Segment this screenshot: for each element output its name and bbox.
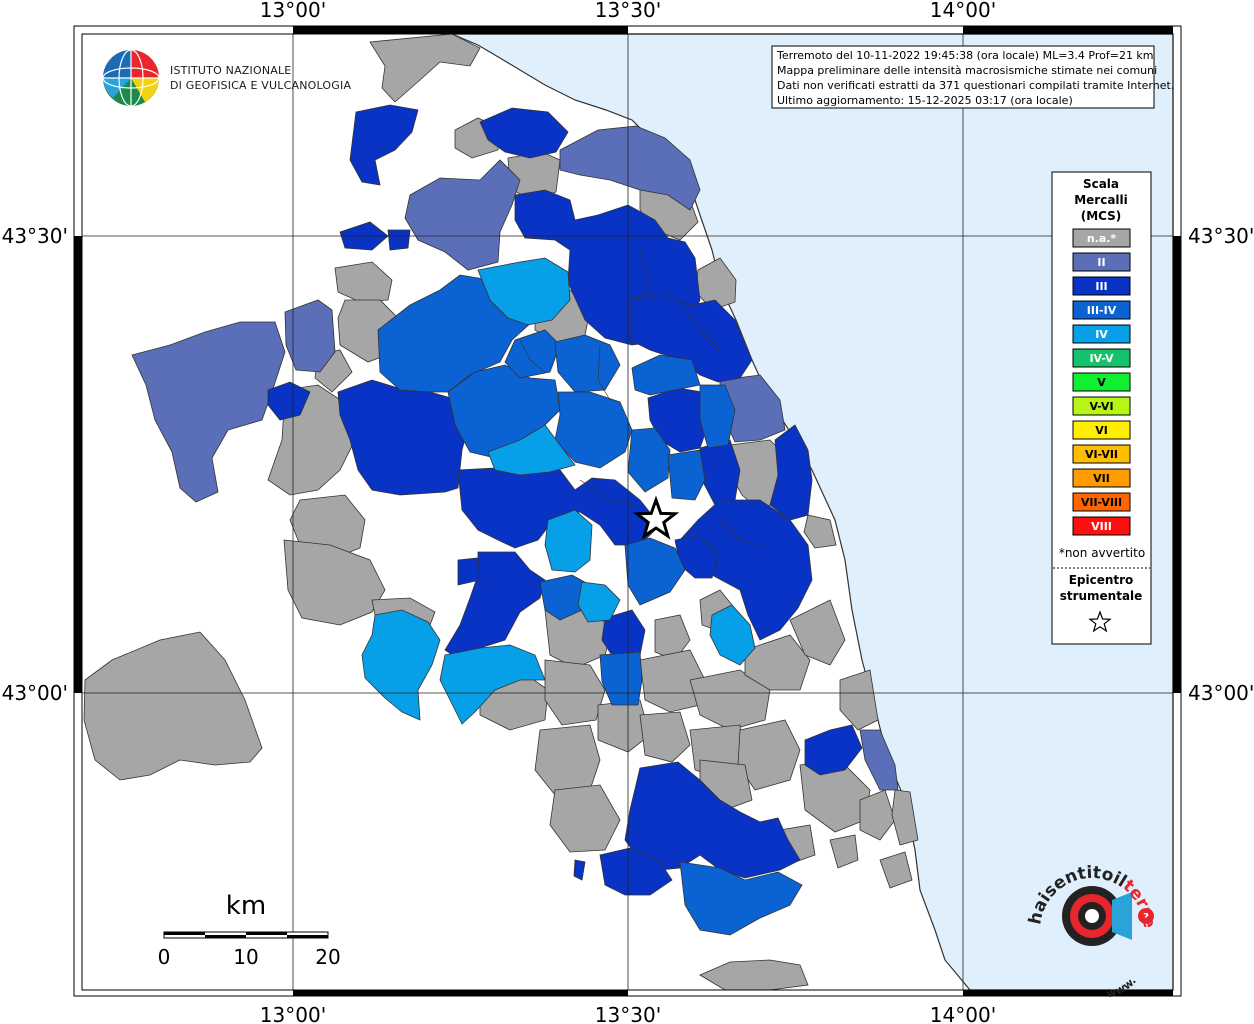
top-tick-3: 14°00' [930,0,996,22]
epicenter-star-icon [632,495,680,540]
legend-swatch-label: VI-VII [1085,448,1118,461]
ingv-globe-icon [102,49,160,107]
legend-title-2: Mercalli [1074,193,1128,207]
scale-unit: km [226,891,266,921]
graticule [82,34,1173,990]
legend-swatch [1072,324,1131,344]
right-tick-1: 43°30' [1188,224,1254,248]
legend-title-3: (MCS) [1081,209,1122,223]
left-tick-1: 43°30' [2,224,68,248]
legend-swatch-label: IV-V [1089,352,1114,365]
scale-bar: km 0 10 20 [158,891,341,969]
legend-swatch-label: n.a.* [1087,232,1117,245]
svg-text:?: ? [1143,912,1149,923]
municipalities-iii [267,104,863,896]
legend-swatch [1072,420,1131,440]
municipalities-na [83,33,919,991]
legend-swatch-label: VII-VIII [1081,496,1122,509]
legend-swatch [1072,300,1131,320]
info-line-1: Terremoto del 10-11-2022 19:45:38 (ora l… [776,49,1154,62]
legend-swatch [1072,372,1131,392]
legend-swatch [1072,228,1131,248]
legend-swatch [1072,516,1131,536]
info-box: Terremoto del 10-11-2022 19:45:38 (ora l… [771,45,1174,109]
legend-not-felt-note: *non avvertito [1059,546,1145,560]
mcs-legend: Scala Mercalli (MCS) n.a.*IIIIIIII-IVIVI… [1051,171,1152,645]
legend-swatch-label: III [1095,280,1107,293]
legend-swatch [1072,468,1131,488]
bottom-tick-3: 14°00' [930,1003,996,1024]
info-line-3: Dati non verificati estratti da 371 ques… [777,79,1174,92]
legend-swatch-label: VI [1095,424,1108,437]
bottom-tick-1: 13°00' [260,1003,326,1024]
info-line-2: Mappa preliminare delle intensità macros… [777,64,1157,77]
left-tick-2: 43°00' [2,681,68,705]
legend-swatch-label: IV [1095,328,1108,341]
legend-swatch-label: III-IV [1087,304,1117,317]
municipalities-iv [361,257,756,725]
legend-swatch-label: II [1097,256,1105,269]
legend-swatch-label: VIII [1091,520,1112,533]
municipality-boundaries [519,249,761,546]
legend-swatch [1072,492,1131,512]
legend-title-1: Scala [1083,177,1119,191]
hsit-question-icon [1138,908,1154,924]
ingv-logo: ISTITUTO NAZIONALE DI GEOFISICA E VULCAN… [102,49,351,107]
municipalities-iii-iv [377,274,803,936]
legend-swatch [1072,276,1131,296]
legend-swatch-label: VII [1093,472,1110,485]
municipalities-ii [131,125,899,791]
ingv-name-line2: DI GEOFISICA E VULCANOLOGIA [170,79,351,92]
legend-swatch [1072,252,1131,272]
right-tick-2: 43°00' [1188,681,1254,705]
legend-swatch [1072,348,1131,368]
legend-epicenter-2: strumentale [1060,589,1143,603]
legend-swatch [1072,444,1131,464]
legend-epicenter-1: Epicentro [1069,573,1134,587]
scale-label-10: 10 [233,945,258,969]
ingv-name-line1: ISTITUTO NAZIONALE [170,64,291,77]
scale-label-20: 20 [315,945,340,969]
legend-items: n.a.*IIIIIIII-IVIVIV-VVV-VIVIVI-VIIVIIVI… [1072,228,1131,536]
info-line-4: Ultimo aggiornamento: 15-12-2025 03:17 (… [777,94,1073,107]
bottom-tick-2: 13°30' [595,1003,661,1024]
scale-label-0: 0 [158,945,171,969]
top-tick-1: 13°00' [260,0,326,22]
map-frame [73,25,1182,997]
legend-swatch [1072,396,1131,416]
legend-swatch-label: V-VI [1089,400,1113,413]
legend-star-icon [1088,610,1112,633]
top-tick-2: 13°30' [595,0,661,22]
legend-swatch-label: V [1097,376,1106,389]
